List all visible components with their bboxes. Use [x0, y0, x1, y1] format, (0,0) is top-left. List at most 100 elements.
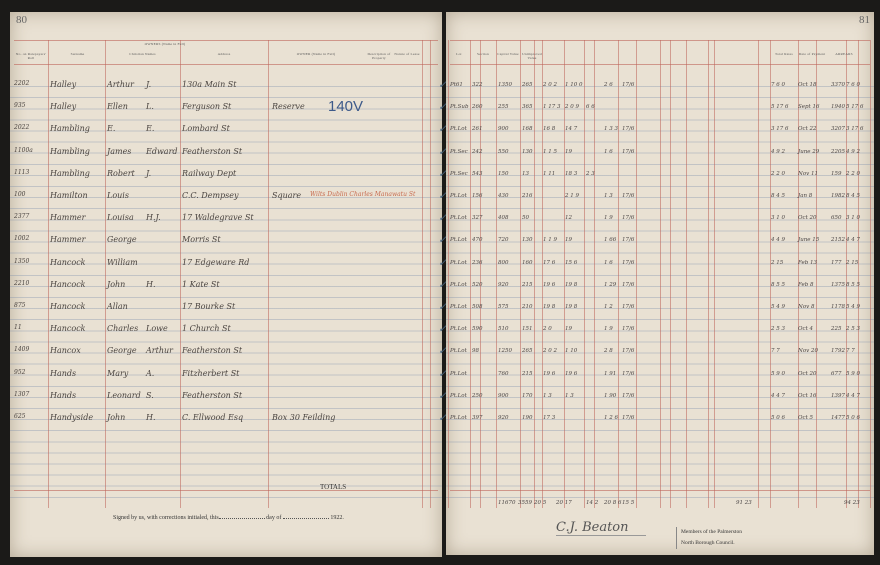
cell: 1477	[831, 415, 845, 421]
ruled-lines	[10, 76, 442, 506]
cell: 18 3	[565, 170, 578, 177]
cell: Oct 20	[798, 215, 817, 222]
table-row: Pt.Sub 260 255 365 1 17 3 2 0 9 6 6 5 17 6 Sept …	[446, 98, 874, 118]
cell: 17/6	[622, 281, 635, 288]
check-mark-icon: ✓	[438, 144, 448, 158]
cell: 1 11	[543, 170, 556, 177]
cell: 2 0 2	[543, 348, 557, 355]
cell-surname: Hancock	[50, 324, 86, 334]
cell: 5 9 0	[771, 370, 785, 377]
cell: 261	[472, 126, 483, 133]
cell-note: Square	[272, 191, 302, 200]
council-members-note: Members of the Palmerston North Borough C…	[676, 527, 742, 549]
cell: 3370	[831, 82, 845, 88]
page-number: 81	[859, 14, 870, 26]
cell: 19 6	[565, 370, 578, 377]
cell-roll: 952	[14, 368, 26, 376]
cell: 17/6	[622, 259, 635, 266]
cell-address: 17 Edgeware Rd	[182, 257, 250, 267]
cell: 8 5 5	[846, 281, 860, 288]
check-mark-icon: ✓	[438, 189, 448, 202]
cell-surname: Hambling	[50, 146, 90, 156]
cell: 1 10	[565, 348, 578, 355]
table-row: 1113 Hambling Robert J. Railway Dept ✓	[10, 165, 447, 185]
table-row: Pt.Lot 236 800 160 17 6 15 6 1 6 17/6 2 15 Feb 13…	[446, 254, 874, 274]
cell: 17/6	[622, 304, 635, 310]
cell: 50	[522, 215, 529, 222]
cell-roll: 11	[14, 324, 22, 332]
cell: 17/6	[622, 237, 635, 244]
cell: 1 9	[604, 326, 613, 333]
cell-surname: Halley	[50, 80, 77, 89]
table-row: 2022 Hambling E. E. Lombard St ✓	[10, 120, 447, 140]
table-row: Pt.Lot 520 920 215 19 6 19 8 1 29 17/6 8 5 5 Feb …	[446, 276, 874, 296]
cell-surname: Hammer	[50, 235, 86, 245]
cell: Pt.Lot	[450, 370, 467, 377]
cell: 242	[472, 148, 483, 155]
cell: 1 3	[565, 392, 574, 399]
totals-label: TOTALS	[320, 483, 347, 491]
cell: 13	[522, 170, 529, 177]
cell-roll: 100	[14, 191, 26, 198]
cell: 6 6	[586, 104, 595, 111]
check-mark-icon: ✓	[438, 300, 448, 313]
cell: 2 8	[604, 348, 613, 355]
cell-initial: Arthur	[146, 346, 173, 356]
cell-address: Fitzherbert St	[182, 368, 240, 378]
table-row: Pt.Lot 760 215 19 6 19 6 1 91 17/6 5 9 0 Oct 20 6…	[446, 365, 874, 385]
cell: 800	[498, 259, 509, 266]
cell: 4 9 2	[846, 148, 860, 155]
cell-address: Featherston St	[182, 346, 243, 356]
cell: 2 15	[846, 259, 859, 266]
header-lot: Lot	[456, 52, 462, 56]
cell: Pt.Sec	[450, 148, 468, 155]
cell: 900	[498, 126, 509, 133]
cell: 17/6	[622, 82, 635, 88]
table-row: Pt.Lot 261 900 168 16 8 14 7 1 3 3 17/6 3 17 6 Oc…	[446, 120, 874, 140]
cell-initial: H.	[146, 413, 156, 422]
cell-christian: Arthur	[107, 80, 134, 89]
total-cell: 94 23	[844, 500, 860, 506]
cell: 265	[522, 348, 533, 355]
cell: 19	[565, 326, 572, 333]
cell-roll: 1100a	[14, 146, 33, 154]
cell: 5 17 6	[846, 104, 864, 111]
cell: 177	[831, 259, 842, 266]
cell: 508	[472, 304, 483, 310]
header-date: Date of Payment	[798, 52, 826, 56]
header-total-rates: Total Rates	[775, 52, 793, 56]
cell: 650	[831, 215, 842, 222]
cell: 216	[522, 193, 533, 199]
cell: 215	[522, 370, 533, 377]
cell: 250	[472, 392, 483, 399]
cell: 1940	[831, 104, 845, 111]
cell: 5 0 6	[846, 415, 860, 421]
cell-address: Lombard St	[182, 124, 230, 134]
cell: 168	[522, 126, 533, 133]
cell: 19	[565, 237, 572, 244]
cell: 2 6	[604, 82, 613, 88]
cell: 575	[498, 304, 509, 310]
cell: 1 2	[604, 304, 613, 310]
cell: 17/6	[622, 215, 635, 222]
cell-surname: Hancox	[50, 346, 81, 356]
cell: 1 66	[604, 237, 617, 244]
cell-roll: 2377	[14, 213, 30, 221]
check-mark-icon: ✓	[438, 100, 448, 114]
cell: 5 17 6	[771, 104, 789, 111]
cell: 1 9	[604, 215, 613, 222]
table-row: Pt.Lot 397 920 190 17 3 1 2 6 17/6 5 0 6 Oct 5 14…	[446, 409, 874, 429]
cell: 19 8	[543, 304, 556, 310]
cell: Pt.Lot	[450, 215, 467, 222]
cell: 15 6	[565, 259, 578, 266]
cell-address: 17 Waldegrave St	[182, 213, 254, 223]
cell: 1 1 5	[543, 148, 557, 155]
cell-surname: Hands	[50, 390, 77, 400]
cell: Nov 11	[798, 170, 818, 177]
cell: 1 3	[604, 193, 613, 199]
check-mark-icon: ✓	[438, 78, 448, 91]
totals-row: 11670 3559 20 5 20 17 14 2 20 8 6 15 5 91 23 94 …	[446, 494, 874, 514]
cell: 7 7	[846, 348, 855, 355]
cell-christian: Louis	[107, 191, 129, 200]
cell: Pt.Sec	[450, 170, 468, 177]
